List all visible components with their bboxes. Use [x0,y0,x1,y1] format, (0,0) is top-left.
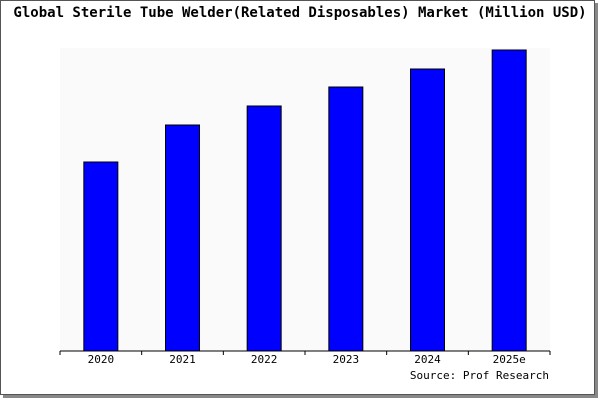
source-note: Source: Prof Research [410,369,549,382]
plot-area [60,48,550,351]
bar [491,49,527,352]
x-tick-label: 2023 [333,353,360,366]
x-tick-label: 2024 [414,353,441,366]
chart-title: Global Sterile Tube Welder(Related Dispo… [13,5,586,21]
x-tick-label: 2020 [88,353,115,366]
bar [165,124,200,352]
bar [328,86,364,352]
bar [83,161,119,352]
x-tick-label: 2022 [251,353,278,366]
x-tick-label: 2021 [169,353,196,366]
bar [246,105,282,352]
x-tick-label: 2025e [493,353,526,366]
bar [410,68,445,352]
